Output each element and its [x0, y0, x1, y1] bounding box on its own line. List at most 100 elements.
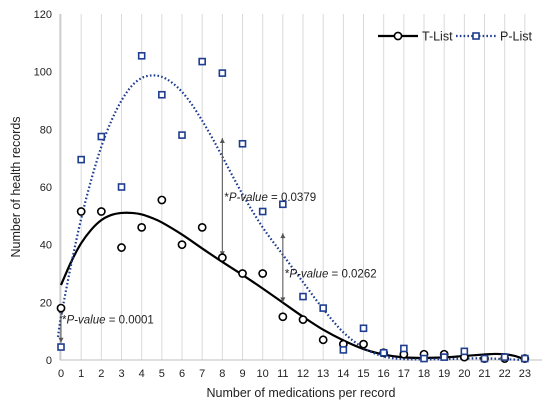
x-tick-label: 12 — [297, 368, 309, 380]
p-value-italic: P-value — [67, 315, 106, 327]
y-tick-label: 120 — [34, 9, 52, 21]
t-list-point — [197, 222, 207, 232]
arrowhead-down — [58, 337, 64, 343]
x-axis-title: Number of medications per record — [207, 386, 396, 400]
x-tick-label: 7 — [199, 368, 205, 380]
x-tick-label: 0 — [58, 368, 64, 380]
x-tick-label: 21 — [478, 368, 490, 380]
p-list-point — [97, 132, 106, 141]
data-points — [56, 52, 530, 363]
legend-p-list-marker — [472, 32, 480, 40]
x-tick-label: 23 — [519, 368, 531, 380]
x-tick-label: 17 — [398, 368, 410, 380]
legend-p-list-label: P-List — [500, 30, 532, 44]
x-tick-label: 10 — [257, 368, 269, 380]
p-value-label: *P-value = 0.0262 — [285, 269, 377, 281]
axes: 0 1 2 3 4 5 6 7 8 9 10 11 12 13 14 15 16 17 18 19 20 21 22 2302… — [34, 9, 542, 380]
t-list-point — [278, 312, 288, 322]
t-list-point — [157, 195, 167, 205]
t-list-point — [117, 243, 126, 252]
x-tick-label: 4 — [139, 368, 145, 380]
p-list-point — [440, 353, 448, 361]
p-value-number: = 0.0379 — [268, 192, 316, 204]
p-list-point — [198, 57, 206, 66]
p-list-point — [420, 354, 428, 363]
t-list-point — [76, 207, 86, 216]
t-list-point — [238, 269, 247, 278]
arrowhead-down — [280, 297, 286, 303]
p-list-point — [258, 207, 267, 216]
t-list-point — [217, 253, 227, 263]
p-list-point — [158, 90, 166, 99]
arrowhead-up — [280, 233, 286, 239]
y-tick-label: 0 — [46, 355, 52, 367]
t-list-point — [359, 339, 368, 349]
p-list-point — [299, 292, 307, 301]
t-list-point — [96, 207, 106, 216]
legend-t-list-label: T-List — [422, 30, 453, 44]
p-value-italic: P-value — [289, 269, 328, 281]
p-list-point — [319, 304, 327, 312]
p-value-prefix: * — [62, 315, 67, 327]
y-tick-label: 20 — [40, 297, 52, 309]
arrowhead-up — [219, 137, 225, 143]
x-tick-label: 22 — [499, 368, 511, 380]
p-value-number: = 0.0262 — [328, 269, 376, 281]
y-tick-label: 40 — [40, 240, 52, 252]
p-list-point — [137, 52, 146, 60]
trendline-p-list — [56, 74, 525, 362]
legend: T-List P-List — [378, 30, 532, 44]
p-value-label: *P-value = 0.0001 — [62, 315, 154, 327]
x-tick-label: 13 — [317, 368, 329, 380]
p-list-point — [521, 354, 529, 363]
t-list-point — [298, 315, 308, 325]
p-list-point — [77, 155, 85, 164]
x-tick-label: 16 — [378, 368, 390, 380]
x-tick-label: 19 — [438, 368, 450, 380]
x-tick-label: 5 — [159, 368, 165, 380]
y-tick-label: 80 — [40, 124, 52, 136]
p-list-point — [460, 347, 469, 356]
legend-t-list-marker — [393, 31, 403, 41]
p-value-prefix: * — [224, 192, 229, 204]
x-tick-label: 8 — [219, 368, 225, 380]
t-list-point — [137, 222, 147, 232]
x-tick-label: 9 — [239, 368, 245, 380]
p-value-italic: P-value — [229, 192, 268, 204]
trendline-t-list — [60, 211, 526, 361]
y-tick-label: 100 — [34, 67, 52, 79]
p-list-point — [379, 348, 388, 357]
p-list-point — [57, 343, 65, 351]
t-list-point — [56, 303, 66, 313]
p-list-point — [117, 183, 126, 191]
x-tick-label: 18 — [418, 368, 430, 380]
x-tick-label: 11 — [277, 368, 288, 380]
x-tick-label: 20 — [458, 368, 470, 380]
x-tick-label: 2 — [98, 368, 104, 380]
t-list-point — [318, 335, 328, 345]
p-list-point — [480, 354, 489, 363]
x-tick-label: 3 — [118, 368, 124, 380]
annotations: *P-value = 0.0001*P-value = 0.0379*P-val… — [58, 137, 377, 343]
x-tick-label: 14 — [337, 368, 349, 380]
p-list-point — [218, 69, 227, 77]
grid — [60, 14, 526, 360]
p-list-point — [359, 324, 368, 333]
t-list-point — [258, 269, 268, 278]
p-list-point — [238, 139, 247, 148]
p-value-number: = 0.0001 — [106, 315, 154, 327]
p-value-label: *P-value = 0.0379 — [224, 192, 316, 204]
p-list-point — [178, 131, 186, 139]
p-list-point — [500, 353, 509, 361]
y-tick-label: 60 — [40, 182, 52, 194]
x-tick-label: 6 — [179, 368, 185, 380]
p-list-point — [339, 346, 348, 354]
y-axis-title: Number of health records — [9, 116, 23, 257]
x-tick-label: 15 — [357, 368, 369, 380]
x-tick-label: 1 — [78, 368, 84, 380]
t-list-point — [177, 240, 187, 250]
p-list-point — [279, 200, 287, 209]
p-value-prefix: * — [285, 269, 290, 281]
